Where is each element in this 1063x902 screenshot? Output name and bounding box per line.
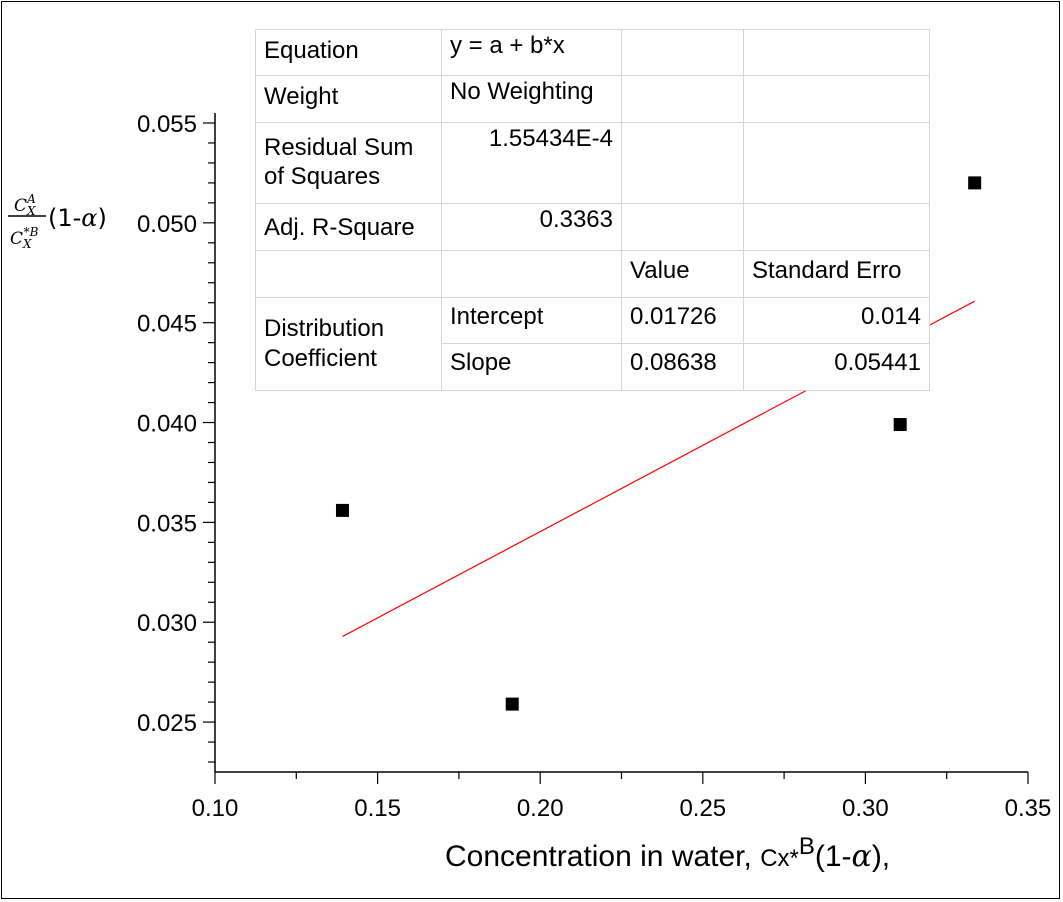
table-row-adj-r-square: Adj. R-Square 0.3363 (255, 203, 930, 251)
slope-label: Slope (441, 343, 622, 391)
empty-cell (743, 122, 930, 204)
rss-label-line2: of Squares (264, 163, 381, 190)
group-label-line2: Coefficient (264, 345, 377, 372)
table-row-header: Value Standard Erro (255, 250, 930, 298)
rss-label-line1: Residual Sum (264, 134, 414, 161)
group-label: Distribution Coefficient (255, 297, 442, 391)
table-row-intercept: Distribution Coefficient Intercept 0.0172… (255, 297, 930, 391)
intercept-label: Intercept (441, 297, 622, 344)
empty-cell (743, 75, 930, 123)
fit-statistics-table: Equation y = a + b*x Weight No Weighting… (255, 29, 930, 391)
x-tick-label: 0.20 (517, 795, 564, 822)
empty-cell (621, 122, 744, 204)
empty-cell (621, 75, 744, 123)
weight-value: No Weighting (441, 75, 622, 123)
empty-cell (255, 250, 442, 298)
empty-cell (441, 250, 622, 298)
empty-cell (621, 29, 744, 76)
equation-label: Equation (255, 29, 442, 76)
intercept-stderr: 0.014 (743, 297, 930, 344)
empty-cell (621, 203, 744, 251)
table-row-weight: Weight No Weighting (255, 75, 930, 123)
table-row-rss: Residual Sum of Squares 1.55434E-4 (255, 122, 930, 204)
y-tick-label: 0.050 (137, 211, 197, 238)
x-tick-label: 0.30 (842, 795, 889, 822)
weight-label: Weight (255, 75, 442, 123)
data-points-group (335, 176, 982, 711)
table-row-slope: Slope 0.08638 0.05441 (256, 343, 930, 391)
y-tick-label: 0.045 (137, 311, 197, 338)
rss-value: 1.55434E-4 (441, 122, 622, 204)
empty-cell (743, 29, 930, 76)
intercept-value: 0.01726 (621, 297, 744, 344)
slope-stderr: 0.05441 (743, 343, 930, 391)
y-tick-label: 0.035 (137, 510, 197, 537)
empty-cell (743, 203, 930, 251)
x-axis-label: Concentration in water, Cx*B(1-α), (445, 833, 890, 874)
col-header-stderr: Standard Erro (743, 250, 930, 298)
adj-r-square-label: Adj. R-Square (255, 203, 442, 251)
adj-r-square-value: 0.3363 (441, 203, 622, 251)
y-tick-label: 0.055 (137, 111, 197, 138)
y-axis-label: CXA CX*B (1-α) (8, 192, 107, 251)
y-label-denominator: CX*B (10, 225, 39, 251)
y-tick-label: 0.025 (137, 710, 197, 737)
x-tick-label: 0.35 (1005, 795, 1052, 822)
y-tick-label: 0.040 (137, 411, 197, 438)
table-row-equation: Equation y = a + b*x (255, 29, 930, 76)
col-header-value: Value (621, 250, 744, 298)
data-point (893, 418, 907, 432)
rss-label: Residual Sum of Squares (255, 122, 442, 204)
y-tick-label: 0.030 (137, 610, 197, 637)
equation-value: y = a + b*x (441, 29, 622, 76)
slope-value: 0.08638 (621, 343, 744, 391)
x-tick-label: 0.15 (354, 795, 401, 822)
x-tick-label: 0.10 (192, 795, 239, 822)
data-point (968, 176, 982, 190)
data-point (335, 503, 349, 517)
data-point (505, 697, 519, 711)
y-label-factor: (1-α) (48, 204, 107, 232)
x-tick-label: 0.25 (679, 795, 726, 822)
tick-group: 0.10 0.15 0.20 0.25 0.30 0.35 0.025 0.030 0.035 0… (137, 111, 1051, 822)
y-label-numerator: CXA (14, 192, 36, 218)
group-label-line1: Distribution (264, 315, 385, 342)
